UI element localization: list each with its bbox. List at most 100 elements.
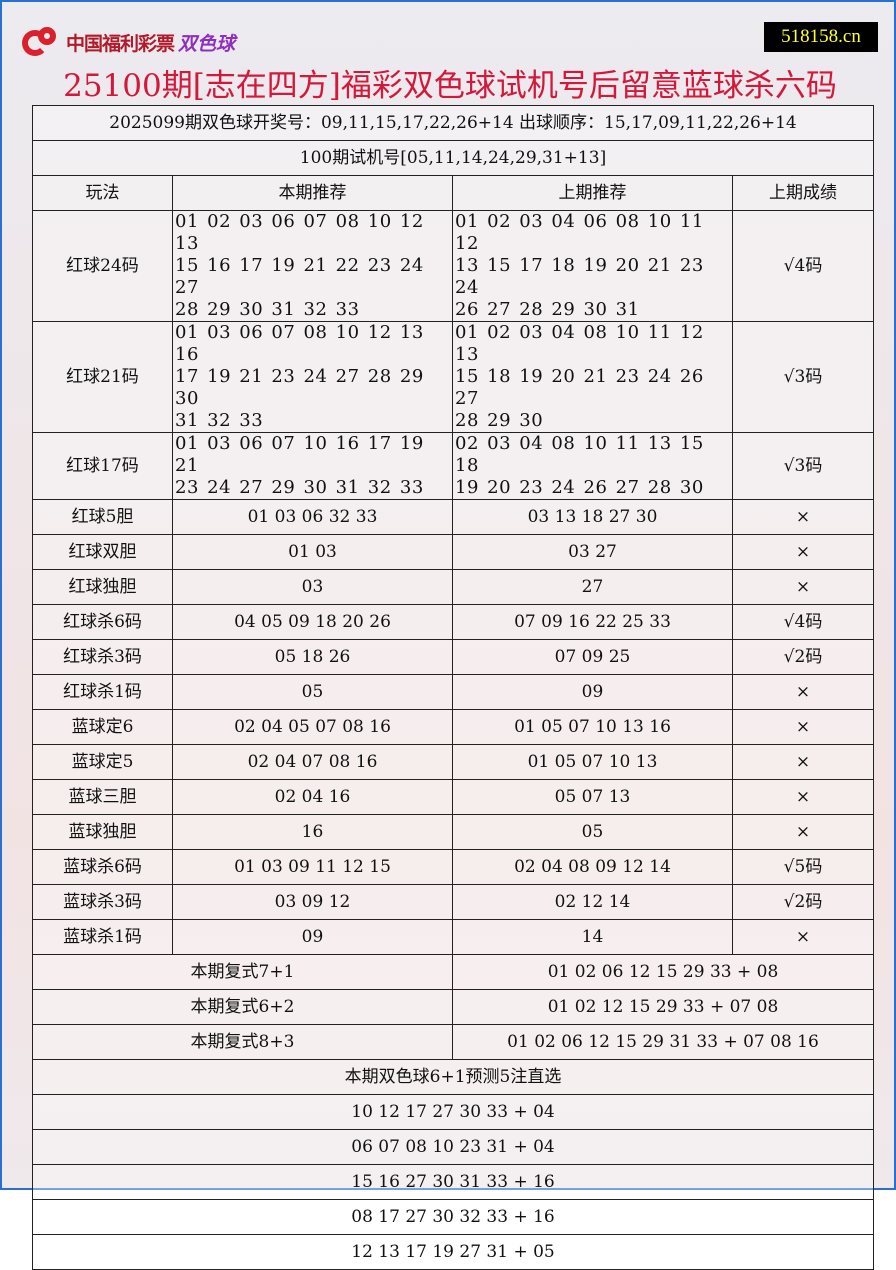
previous-result: √3码 bbox=[732, 432, 874, 500]
welfare-lottery-logo-icon bbox=[20, 24, 62, 60]
previous-recommendation: 01 05 07 10 13 16 bbox=[452, 709, 733, 745]
current-recommendation: 03 bbox=[172, 569, 453, 605]
current-recommendation: 02 04 07 08 16 bbox=[172, 744, 453, 780]
pick-row: 08 17 27 30 32 33 + 16 bbox=[32, 1199, 874, 1235]
current-recommendation: 01 03 06 32 33 bbox=[172, 499, 453, 535]
previous-result: × bbox=[732, 534, 874, 570]
pick-row: 06 07 08 10 23 31 + 04 bbox=[32, 1129, 874, 1165]
pick-numbers: 12 13 17 19 27 31 + 05 bbox=[32, 1234, 874, 1270]
table-row: 红球杀1码 05 09 × bbox=[32, 674, 874, 710]
col-header-current: 本期推荐 bbox=[172, 175, 453, 211]
play-type: 红球杀6码 bbox=[32, 604, 173, 640]
play-type: 红球杀1码 bbox=[32, 674, 173, 710]
table-row: 蓝球三胆 02 04 16 05 07 13 × bbox=[32, 779, 874, 815]
previous-recommendation: 05 07 13 bbox=[452, 779, 733, 815]
previous-result: √4码 bbox=[732, 210, 874, 322]
current-recommendation: 01 03 06 07 10 16 17 19 21 23 24 27 29 30… bbox=[172, 432, 453, 500]
play-type: 红球杀3码 bbox=[32, 639, 173, 675]
pick-numbers: 06 07 08 10 23 31 + 04 bbox=[32, 1129, 874, 1165]
number-line: 28 29 30 31 32 33 bbox=[175, 299, 360, 320]
table-row: 蓝球杀6码 01 03 09 11 12 15 02 04 08 09 12 14 √… bbox=[32, 849, 874, 885]
play-type: 红球独胆 bbox=[32, 569, 173, 605]
pick-row: 12 13 17 19 27 31 + 05 bbox=[32, 1234, 874, 1270]
current-recommendation: 05 18 26 bbox=[172, 639, 453, 675]
number-line: 01 03 06 07 10 16 17 19 21 bbox=[175, 433, 424, 476]
current-recommendation: 09 bbox=[172, 919, 453, 955]
lottery-logo: 中国福利彩票 双色球 bbox=[20, 24, 235, 60]
previous-result: √3码 bbox=[732, 321, 874, 433]
play-type: 蓝球定6 bbox=[32, 709, 173, 745]
compound-row: 本期复式6+2 01 02 12 15 29 33 + 07 08 bbox=[32, 989, 874, 1025]
number-line: 01 03 06 07 08 10 12 13 16 bbox=[175, 322, 424, 365]
table-row: 红球21码 01 03 06 07 08 10 12 13 16 17 19 21 … bbox=[32, 321, 874, 433]
previous-recommendation: 05 bbox=[452, 814, 733, 850]
play-type: 蓝球三胆 bbox=[32, 779, 173, 815]
current-recommendation: 02 04 16 bbox=[172, 779, 453, 815]
site-badge: 518158.cn bbox=[764, 22, 878, 52]
previous-result: √5码 bbox=[732, 849, 874, 885]
pick-row: 15 16 27 30 31 33 + 16 bbox=[32, 1164, 874, 1200]
previous-result: × bbox=[732, 744, 874, 780]
compound-label: 本期复式6+2 bbox=[32, 989, 453, 1025]
table-row: 红球17码 01 03 06 07 10 16 17 19 21 23 24 27 … bbox=[32, 432, 874, 500]
play-type: 蓝球定5 bbox=[32, 744, 173, 780]
previous-recommendation: 02 03 04 08 10 11 13 15 18 19 20 23 24 26… bbox=[452, 432, 733, 500]
play-type: 蓝球杀6码 bbox=[32, 849, 173, 885]
table-row: 蓝球杀1码 09 14 × bbox=[32, 919, 874, 955]
table-row: 红球独胆 03 27 × bbox=[32, 569, 874, 605]
previous-result: √4码 bbox=[732, 604, 874, 640]
previous-result: × bbox=[732, 919, 874, 955]
play-type: 红球双胆 bbox=[32, 534, 173, 570]
previous-result: × bbox=[732, 569, 874, 605]
previous-recommendation: 09 bbox=[452, 674, 733, 710]
current-recommendation: 03 09 12 bbox=[172, 884, 453, 920]
table-row: 蓝球杀3码 03 09 12 02 12 14 √2码 bbox=[32, 884, 874, 920]
current-recommendation: 05 bbox=[172, 674, 453, 710]
table-row: 红球双胆 01 03 03 27 × bbox=[32, 534, 874, 570]
number-line: 17 19 21 23 24 27 28 29 30 bbox=[175, 366, 424, 409]
page-title: 25100期[志在四方]福彩双色球试机号后留意蓝球杀六码 bbox=[63, 68, 837, 104]
number-line: 19 20 23 24 26 27 28 30 bbox=[455, 477, 704, 498]
previous-result: √2码 bbox=[732, 639, 874, 675]
prediction-table: 2025099期双色球开奖号：09,11,15,17,22,26+14 出球顺序… bbox=[32, 105, 874, 1270]
play-type: 红球5胆 bbox=[32, 499, 173, 535]
compound-value: 01 02 06 12 15 29 33 + 08 bbox=[452, 954, 874, 990]
logo-text: 中国福利彩票 bbox=[66, 32, 175, 55]
previous-result: √2码 bbox=[732, 884, 874, 920]
compound-value: 01 02 12 15 29 33 + 07 08 bbox=[452, 989, 874, 1025]
compound-label: 本期复式7+1 bbox=[32, 954, 453, 990]
play-type: 红球21码 bbox=[32, 321, 173, 433]
picks-title: 本期双色球6+1预测5注直选 bbox=[32, 1059, 874, 1095]
previous-recommendation: 07 09 16 22 25 33 bbox=[452, 604, 733, 640]
pick-numbers: 10 12 17 27 30 33 + 04 bbox=[32, 1094, 874, 1130]
number-line: 01 02 03 04 06 08 10 11 12 bbox=[455, 211, 704, 254]
previous-recommendation: 03 27 bbox=[452, 534, 733, 570]
col-header-previous: 上期推荐 bbox=[452, 175, 733, 211]
table-row: 蓝球独胆 16 05 × bbox=[32, 814, 874, 850]
previous-result: × bbox=[732, 709, 874, 745]
current-recommendation: 01 02 03 06 07 08 10 12 13 15 16 17 19 21… bbox=[172, 210, 453, 322]
previous-result: × bbox=[732, 499, 874, 535]
current-recommendation: 02 04 05 07 08 16 bbox=[172, 709, 453, 745]
number-line: 23 24 27 29 30 31 32 33 bbox=[175, 477, 424, 498]
previous-recommendation: 01 02 03 04 08 10 11 12 13 15 18 19 20 21… bbox=[452, 321, 733, 433]
table-row: 蓝球定6 02 04 05 07 08 16 01 05 07 10 13 16 × bbox=[32, 709, 874, 745]
table-row: 蓝球定5 02 04 07 08 16 01 05 07 10 13 × bbox=[32, 744, 874, 780]
current-recommendation: 01 03 bbox=[172, 534, 453, 570]
compound-value: 01 02 06 12 15 29 31 33 + 07 08 16 bbox=[452, 1024, 874, 1060]
previous-recommendation: 02 12 14 bbox=[452, 884, 733, 920]
play-type: 红球17码 bbox=[32, 432, 173, 500]
current-recommendation: 04 05 09 18 20 26 bbox=[172, 604, 453, 640]
number-line: 01 02 03 04 08 10 11 12 13 bbox=[455, 322, 704, 365]
col-header-result: 上期成绩 bbox=[732, 175, 874, 211]
previous-recommendation: 01 05 07 10 13 bbox=[452, 744, 733, 780]
col-header-type: 玩法 bbox=[32, 175, 173, 211]
previous-recommendation: 02 04 08 09 12 14 bbox=[452, 849, 733, 885]
previous-result: × bbox=[732, 674, 874, 710]
number-line: 13 15 17 18 19 20 21 23 24 bbox=[455, 255, 704, 298]
current-recommendation: 01 03 06 07 08 10 12 13 16 17 19 21 23 24… bbox=[172, 321, 453, 433]
logo-text-ssq: 双色球 bbox=[178, 32, 236, 55]
previous-recommendation: 07 09 25 bbox=[452, 639, 733, 675]
compound-row: 本期复式7+1 01 02 06 12 15 29 33 + 08 bbox=[32, 954, 874, 990]
